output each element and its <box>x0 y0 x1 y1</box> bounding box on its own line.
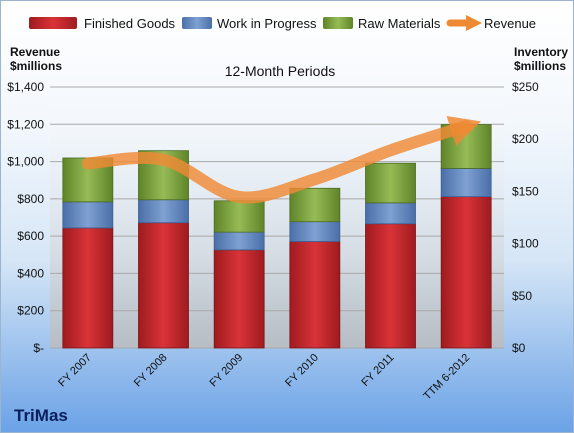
category-label: FY 2007 <box>56 352 94 390</box>
category-label: FY 2008 <box>132 352 170 390</box>
right-axis-title-line2: $millions <box>514 59 566 73</box>
bar-finished-goods <box>62 227 114 349</box>
bar-finished-goods <box>213 249 265 349</box>
left-tick-label: $600 <box>17 229 44 243</box>
bar-finished-goods <box>440 196 492 349</box>
right-tick-label: $200 <box>512 132 539 146</box>
right-axis-title-line1: Inventory <box>514 45 568 59</box>
revenue-line <box>81 116 482 204</box>
legend-item-raw-materials: Raw Materials <box>323 16 441 31</box>
bar-work-in-progress <box>289 221 341 242</box>
legend-label-raw-materials: Raw Materials <box>358 16 441 31</box>
right-tick-label: $0 <box>512 341 526 355</box>
right-tick-label: $100 <box>512 237 539 251</box>
left-tick-label: $1,400 <box>7 80 44 94</box>
bar-work-in-progress <box>138 199 189 224</box>
bar-finished-goods <box>138 222 189 349</box>
legend-swatch-work-in-progress <box>182 17 212 29</box>
left-axis-title-line2: $millions <box>10 59 62 73</box>
legend-item-finished-goods: Finished Goods <box>29 16 176 31</box>
left-tick-label: $200 <box>17 304 44 318</box>
legend-label-finished-goods: Finished Goods <box>84 16 176 31</box>
left-tick-label: $- <box>33 341 44 355</box>
category-labels: FY 2007 FY 2008 FY 2009 FY 2010 FY 2011 TTM 6… <box>56 352 472 403</box>
left-tick-label: $800 <box>17 192 44 206</box>
left-tick-label: $400 <box>17 266 44 280</box>
bar-work-in-progress <box>62 201 114 229</box>
right-tick-label: $250 <box>512 80 539 94</box>
bar-work-in-progress <box>213 231 265 251</box>
right-tick-label: $50 <box>512 289 532 303</box>
legend-swatch-raw-materials <box>323 17 353 29</box>
left-axis-title-line1: Revenue <box>10 45 60 59</box>
bar-raw-materials <box>365 162 416 204</box>
left-tick-label: $1,000 <box>7 155 44 169</box>
left-axis-ticks: $- $200 $400 $600 $800 $1,000 $1,200 $1,400 <box>7 80 44 355</box>
plot-area <box>50 87 504 348</box>
bar-work-in-progress <box>440 168 492 198</box>
bar-finished-goods <box>365 223 416 349</box>
category-label: TTM 6-2012 <box>421 352 472 403</box>
legend-label-work-in-progress: Work in Progress <box>217 16 317 31</box>
left-tick-label: $1,200 <box>7 117 44 131</box>
bar-raw-materials <box>289 187 341 223</box>
legend: Finished Goods Work in Progress Raw Mate… <box>29 15 536 31</box>
legend-label-revenue: Revenue <box>484 16 536 31</box>
gridlines <box>50 86 504 349</box>
right-axis-ticks: $0 $50 $100 $150 $200 $250 <box>512 80 539 355</box>
category-label: FY 2009 <box>208 352 246 390</box>
bar-raw-materials <box>213 200 265 233</box>
revenue-line-layer <box>81 116 482 204</box>
chart-title: 12-Month Periods <box>225 63 336 79</box>
right-tick-label: $150 <box>512 184 539 198</box>
legend-item-work-in-progress: Work in Progress <box>182 16 317 31</box>
legend-item-revenue: Revenue <box>446 15 536 31</box>
bar-work-in-progress <box>365 202 416 225</box>
bar-finished-goods <box>289 241 341 349</box>
company-name: TriMas <box>14 406 68 425</box>
legend-arrow-revenue <box>466 15 482 31</box>
category-label: FY 2011 <box>359 352 396 389</box>
category-label: FY 2010 <box>283 352 321 390</box>
legend-swatch-finished-goods <box>29 17 77 29</box>
